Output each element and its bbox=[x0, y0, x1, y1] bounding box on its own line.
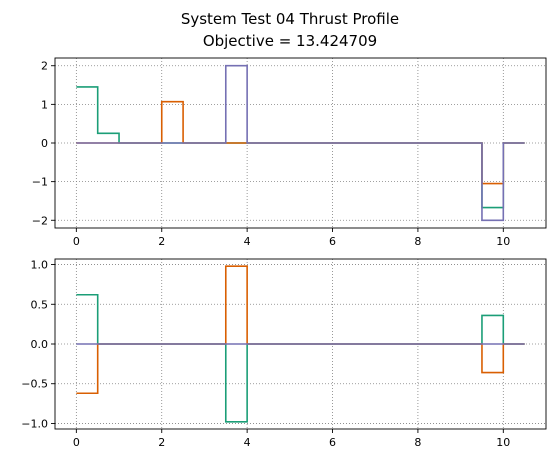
x-tick-label: 10 bbox=[496, 436, 510, 449]
x-tick-label: 10 bbox=[496, 235, 510, 248]
y-tick-label: −2 bbox=[32, 214, 48, 227]
series-3-line bbox=[76, 64, 525, 222]
chart-title-line1: System Test 04 Thrust Profile bbox=[181, 10, 399, 28]
y-tick-label: 1.0 bbox=[31, 259, 49, 272]
x-tick-label: 2 bbox=[158, 235, 165, 248]
y-tick-label: −0.5 bbox=[21, 378, 48, 391]
y-tick-label: 0.0 bbox=[31, 338, 49, 351]
x-tick-label: 4 bbox=[244, 436, 251, 449]
y-tick-label: −1 bbox=[32, 176, 48, 189]
chart-title-line2: Objective = 13.424709 bbox=[203, 32, 377, 50]
x-tick-label: 6 bbox=[329, 235, 336, 248]
y-tick-label: 0.5 bbox=[31, 298, 49, 311]
y-tick-label: 0 bbox=[41, 137, 48, 150]
y-tick-label: 2 bbox=[41, 60, 48, 73]
y-tick-label: −1.0 bbox=[21, 417, 48, 430]
top-subplot: 0 2 4 6 8 10 −2 −1 0 1 2 bbox=[32, 57, 547, 248]
bottom-subplot: 0 2 4 6 8 10 −1.0 −0.5 0.0 0.5 1.0 bbox=[21, 258, 547, 449]
x-tick-label: 8 bbox=[414, 436, 421, 449]
x-tick-label: 4 bbox=[244, 235, 251, 248]
x-tick-label: 8 bbox=[414, 235, 421, 248]
x-tick-label: 0 bbox=[73, 436, 80, 449]
x-tick-label: 0 bbox=[73, 235, 80, 248]
x-tick-label: 6 bbox=[329, 436, 336, 449]
x-tick-label: 2 bbox=[158, 436, 165, 449]
y-tick-label: 1 bbox=[41, 98, 48, 111]
